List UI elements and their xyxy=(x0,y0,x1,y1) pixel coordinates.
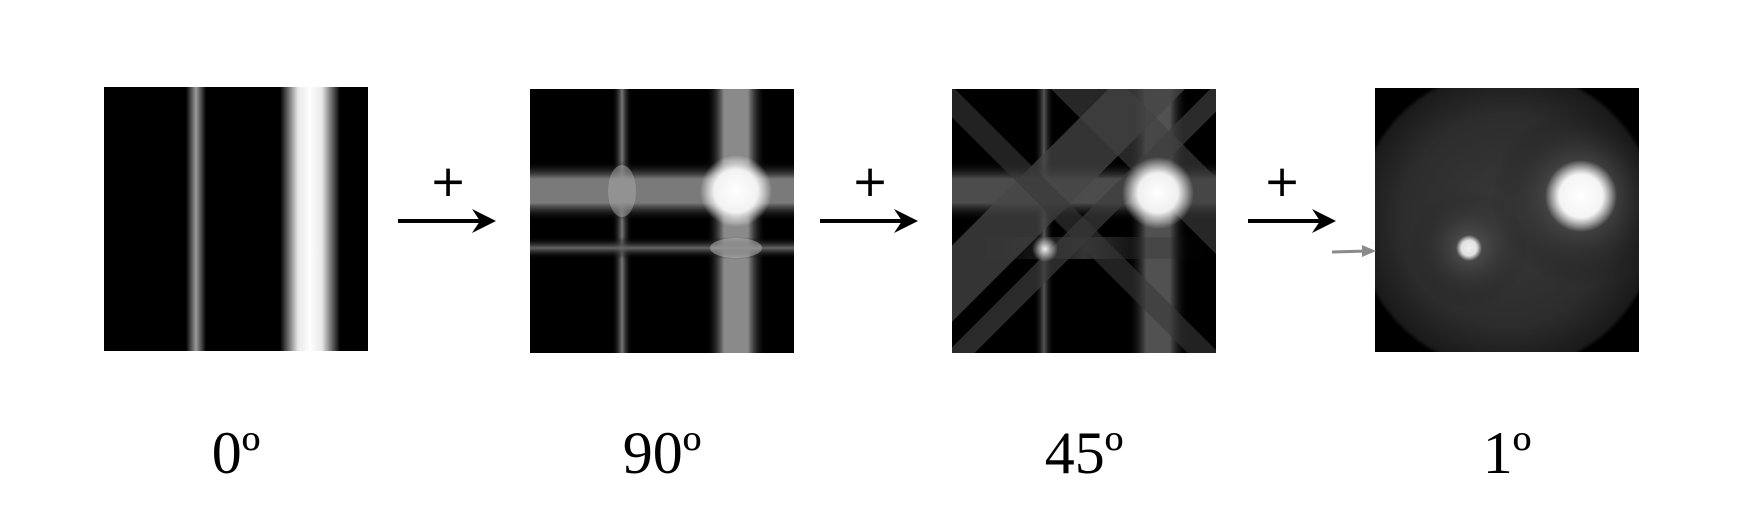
plus-arrow-operator: + xyxy=(396,166,500,236)
diagonal-thin-band xyxy=(952,89,1216,353)
backprojection-45-deg-image xyxy=(952,89,1216,353)
backprojection-0-deg-graphic xyxy=(104,87,368,351)
plus-arrow-icon: + xyxy=(398,166,496,233)
thin-vertical-band xyxy=(186,87,206,351)
plus-arrow-operator: + xyxy=(1246,166,1350,236)
reconstruction-1-deg-image xyxy=(1375,88,1639,352)
small-spot xyxy=(1456,235,1482,261)
arrow-head xyxy=(894,209,918,233)
plus-arrow-icon: + xyxy=(1248,166,1336,233)
backprojection-0-deg-image xyxy=(104,87,368,351)
backprojection-90-deg-graphic xyxy=(530,89,794,353)
plus-sign: + xyxy=(852,166,889,207)
wide-vertical-band xyxy=(280,87,340,351)
angle-label-1: 1º xyxy=(1482,420,1532,486)
bright-spot xyxy=(1122,157,1194,229)
angle-label-0: 0º xyxy=(211,420,261,486)
bright-spot xyxy=(1545,160,1617,232)
intersection-highlight xyxy=(710,238,762,258)
small-arrow-icon xyxy=(1331,245,1376,257)
small-gray-arrow xyxy=(1330,243,1378,259)
diagonal-wide-band xyxy=(997,89,1216,312)
plus-sign: + xyxy=(1264,166,1301,207)
bright-intersection xyxy=(700,155,772,227)
plus-sign: + xyxy=(430,166,467,207)
backprojection-45-deg-graphic xyxy=(952,89,1216,353)
plus-arrow-operator: + xyxy=(818,166,922,236)
plus-arrow-icon: + xyxy=(820,166,918,233)
small-spot xyxy=(1032,236,1058,262)
angle-label-90: 90º xyxy=(622,420,702,486)
arrow-head xyxy=(472,209,496,233)
angle-label-45: 45º xyxy=(1044,420,1124,486)
backprojection-90-deg-image xyxy=(530,89,794,353)
intersection-highlight xyxy=(608,165,636,217)
reconstruction-1-deg-graphic xyxy=(1375,88,1639,352)
arrow-head xyxy=(1312,209,1336,233)
